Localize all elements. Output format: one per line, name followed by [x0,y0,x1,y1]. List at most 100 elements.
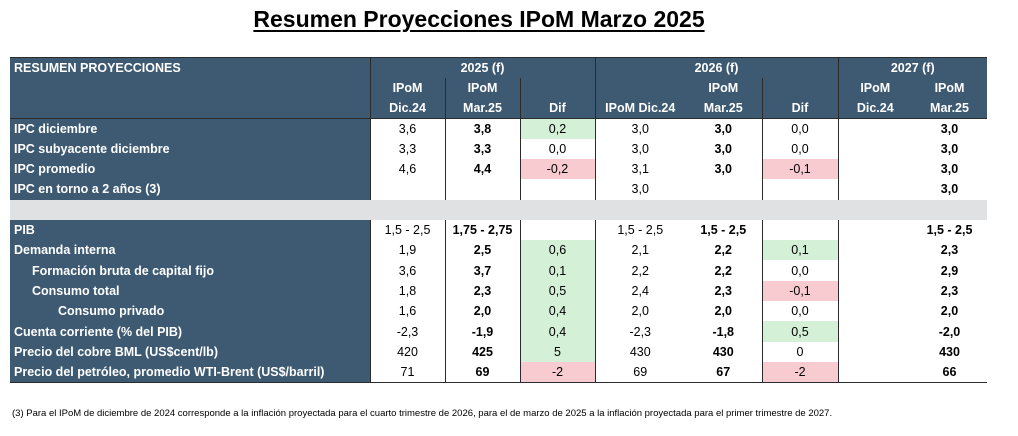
cell [837,361,912,383]
cell: 3,0 [714,162,732,177]
projections-table: RESUMEN PROYECCIONES 2025 (f) 2026 (f) 2… [10,56,987,383]
diff-cell: -2 [519,361,595,383]
diff-cell: 0,0 [761,301,838,322]
cell: 66 [912,361,987,383]
cell [837,301,912,322]
diff-cell: 0,0 [761,260,838,281]
cell: 2,0 [594,301,685,322]
row-label: Formación bruta de capital fijo [10,260,370,281]
cell [837,260,912,281]
col-header-top: IPoM [837,77,912,99]
cell: 425 [444,341,520,362]
cell: -1,9 [444,321,520,342]
cell: 71 [369,361,445,383]
cell [837,321,912,342]
cell [837,118,912,139]
cell: -2,3 [369,321,445,342]
cell: 2,2 [594,260,685,281]
col-header-bottom: Dic.24 [837,98,912,119]
cell: 420 [369,341,445,362]
cell [837,219,912,241]
cell: 2,9 [940,263,959,278]
diff-cell: 0,6 [519,240,595,261]
col-header-top [761,77,838,99]
year-2027-header: 2027 (f) [837,56,987,78]
table-row: PIB 1,5 - 2,5 1,75 - 2,75 1,5 - 2,5 1,5 … [10,219,987,241]
cell [837,179,912,200]
corner-label: RESUMEN PROYECCIONES [10,56,370,78]
diff-cell: 0,0 [761,118,838,139]
cell: 2,3 [444,280,520,302]
diff-cell: 0,1 [519,260,595,281]
separator-bar [10,199,987,220]
header-years-row: RESUMEN PROYECCIONES 2025 (f) 2026 (f) 2… [10,56,987,78]
cell: 3,7 [444,260,520,281]
year-2026-header: 2026 (f) [594,56,838,78]
col-header-top: IPoM [369,77,445,99]
cell: 2,1 [594,240,685,261]
cell: 3,0 [594,179,685,200]
cell: 2,0 [940,304,959,319]
cell: 3,6 [369,260,445,281]
cell: 1,5 - 2,5 [594,219,685,241]
col-header-bottom: Dic.24 [369,98,445,119]
cell: 1,5 - 2,5 [700,223,747,238]
col-header-bottom: Dif [519,98,595,119]
row-label: IPC promedio [10,158,370,180]
table-row: Consumo total 1,8 2,3 0,5 2,4 2,3 -0,1 2… [10,280,987,302]
table-row: IPC promedio 4,6 4,4 -0,2 3,1 3,0 -0,1 3… [10,158,987,180]
cell: 2,2 [714,263,732,278]
cell [837,240,912,261]
cell [685,179,762,199]
cell: 2,3 [714,283,732,298]
cell [837,280,912,302]
row-label: IPC subyacente diciembre [10,138,370,159]
header-blank [10,98,370,119]
col-header-top [519,77,595,99]
cell: 1,6 [369,301,445,322]
diff-cell: -2 [761,361,838,383]
row-label: Consumo privado [10,301,370,322]
cell: 430 [712,344,734,359]
cell: 1,75 - 2,75 [444,219,520,241]
cell: 3,0 [940,141,959,156]
table-row: IPC en torno a 2 años (3) 3,0 3,0 [10,179,987,200]
table-row: IPC subyacente diciembre 3,3 3,3 0,0 3,0… [10,138,987,159]
cell: 2,4 [594,280,685,302]
diff-cell: 5 [519,341,595,362]
col-header-bottom: Mar.25 [444,98,520,119]
col-header-bottom: IPoM Dic.24 [594,98,685,119]
cell: 3,6 [369,118,445,139]
cell: 3,0 [714,121,732,136]
cell: -2,0 [938,324,961,339]
table-row: Precio del petróleo, promedio WTI-Brent … [10,361,987,383]
col-header-bottom: Dif [761,98,838,119]
cell: -1,8 [712,324,735,339]
cell: 4,4 [444,158,520,180]
cell: 2,3 [940,283,959,298]
row-label: Demanda interna [10,240,370,261]
table-row: IPC diciembre 3,6 3,8 0,2 3,0 3,0 0,0 3,… [10,118,987,139]
diff-cell: 0,5 [761,321,838,342]
col-header-bottom: Mar.25 [685,98,762,119]
cell: 2,0 [444,301,520,322]
diff-cell: -0,1 [761,158,838,180]
cell: 3,0 [594,118,685,139]
cell: 3,1 [594,158,685,180]
cell: 3,0 [714,141,732,156]
header-sub-row-2: Dic.24 Mar.25 Dif IPoM Dic.24 Mar.25 Dif… [10,98,987,119]
cell: 67 [685,361,762,383]
row-label: IPC en torno a 2 años (3) [10,179,370,200]
cell: 3,0 [940,182,959,197]
cell: 1,5 - 2,5 [369,219,445,241]
row-label: Precio del cobre BML (US$cent/lb) [10,341,370,362]
col-header-top: IPoM [685,77,762,99]
row-label: Consumo total [10,280,370,302]
row-label: PIB [10,219,370,241]
diff-cell: 0,4 [519,301,595,322]
col-header-top [594,77,685,99]
cell: 3,3 [369,138,445,159]
row-label: IPC diciembre [10,118,370,139]
page-title: Resumen Proyecciones IPoM Marzo 2025 [253,6,705,32]
cell: 3,8 [444,118,520,139]
